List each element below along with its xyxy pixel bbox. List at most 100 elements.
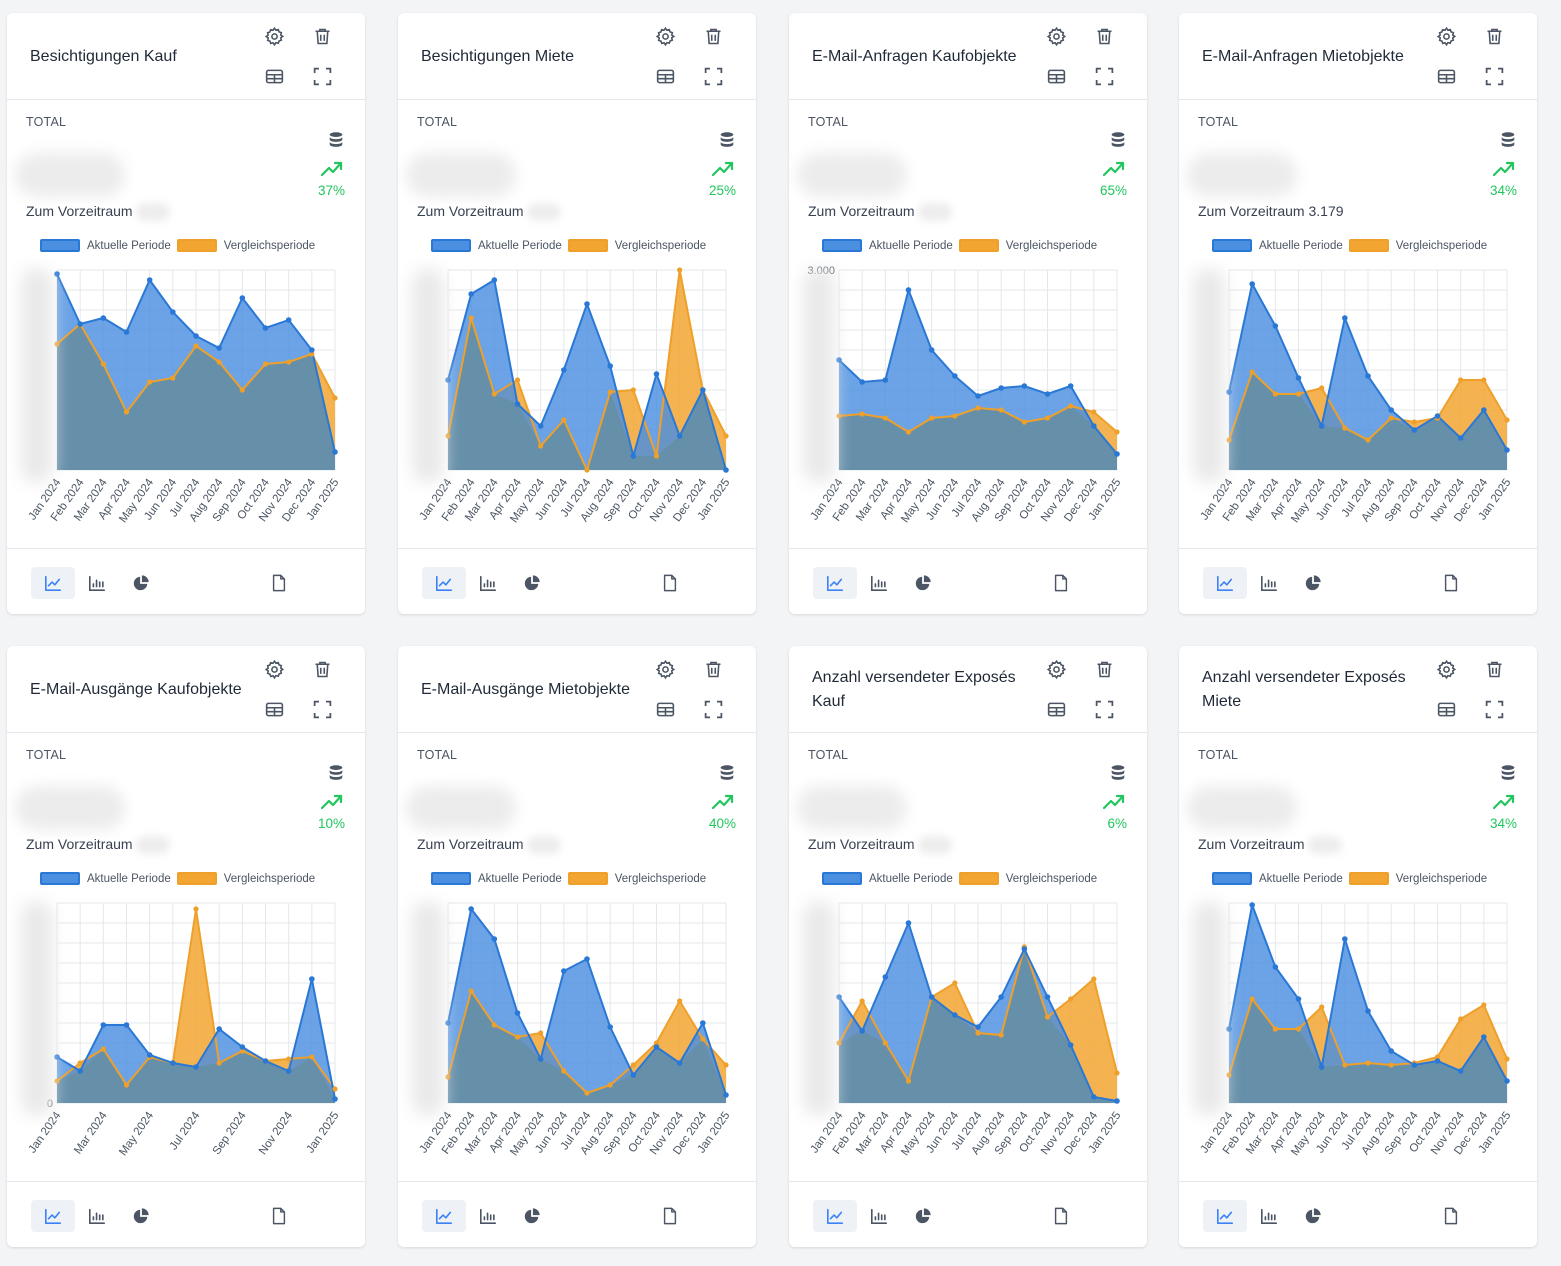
bar-chart-button[interactable] <box>1247 567 1291 599</box>
current-point[interactable] <box>77 321 83 327</box>
compare-point[interactable] <box>54 1078 60 1084</box>
legend-compare[interactable]: Vergleichsperiode <box>958 239 1097 252</box>
compare-point[interactable] <box>309 351 315 357</box>
settings-button[interactable] <box>1043 656 1069 682</box>
current-point[interactable] <box>882 377 889 383</box>
compare-point[interactable] <box>468 315 474 321</box>
compare-point[interactable] <box>677 267 683 273</box>
settings-button[interactable] <box>1433 656 1459 682</box>
current-point[interactable] <box>193 333 199 339</box>
current-point[interactable] <box>928 347 935 353</box>
fullscreen-button[interactable] <box>309 696 335 722</box>
current-point[interactable] <box>1411 1062 1418 1068</box>
compare-point[interactable] <box>905 1078 912 1084</box>
export-button[interactable] <box>257 1200 301 1232</box>
current-point[interactable] <box>1318 423 1325 429</box>
compare-point[interactable] <box>1295 1026 1302 1032</box>
current-point[interactable] <box>216 1026 222 1032</box>
current-point[interactable] <box>676 1060 683 1066</box>
bar-chart-button[interactable] <box>857 567 901 599</box>
pie-chart-button[interactable] <box>901 1200 945 1232</box>
compare-point[interactable] <box>1504 1056 1510 1062</box>
export-button[interactable] <box>648 567 692 599</box>
delete-button[interactable] <box>1091 656 1117 682</box>
current-point[interactable] <box>1272 964 1279 970</box>
current-point[interactable] <box>1504 447 1510 453</box>
fullscreen-button[interactable] <box>1481 696 1507 722</box>
current-point[interactable] <box>1091 423 1097 429</box>
compare-point[interactable] <box>445 1074 451 1080</box>
compare-point[interactable] <box>882 415 888 421</box>
legend-compare[interactable]: Vergleichsperiode <box>1348 872 1487 885</box>
current-point[interactable] <box>1249 281 1255 287</box>
current-point[interactable] <box>239 295 246 301</box>
current-point[interactable] <box>491 277 498 283</box>
line-chart-button[interactable] <box>31 1200 75 1232</box>
current-point[interactable] <box>309 976 315 982</box>
current-point[interactable] <box>723 1092 729 1098</box>
compare-point[interactable] <box>1342 425 1348 431</box>
current-point[interactable] <box>54 271 60 277</box>
current-point[interactable] <box>630 453 637 459</box>
current-point[interactable] <box>514 401 521 407</box>
compare-point[interactable] <box>836 413 842 419</box>
fullscreen-button[interactable] <box>309 63 335 89</box>
compare-point[interactable] <box>123 409 130 415</box>
compare-point[interactable] <box>491 391 497 397</box>
compare-point[interactable] <box>561 417 567 423</box>
legend-current[interactable]: Aktuelle Periode <box>40 872 171 885</box>
pie-chart-button[interactable] <box>510 567 554 599</box>
fullscreen-button[interactable] <box>700 696 726 722</box>
current-point[interactable] <box>1249 902 1255 908</box>
compare-point[interactable] <box>1295 391 1302 397</box>
current-point[interactable] <box>975 393 981 399</box>
compare-point[interactable] <box>1091 976 1097 982</box>
fullscreen-button[interactable] <box>700 63 726 89</box>
legend-current[interactable]: Aktuelle Periode <box>822 872 953 885</box>
current-point[interactable] <box>653 1044 660 1050</box>
current-point[interactable] <box>1091 1094 1097 1100</box>
compare-point[interactable] <box>332 1086 338 1092</box>
current-point[interactable] <box>859 1028 865 1034</box>
table-view-button[interactable] <box>1433 696 1459 722</box>
fullscreen-button[interactable] <box>1091 63 1117 89</box>
line-chart-button[interactable] <box>1203 567 1247 599</box>
current-point[interactable] <box>1067 1042 1074 1048</box>
current-point[interactable] <box>1457 435 1464 441</box>
current-point[interactable] <box>836 357 842 363</box>
compare-point[interactable] <box>262 361 269 367</box>
compare-point[interactable] <box>836 1040 842 1046</box>
settings-button[interactable] <box>1043 23 1069 49</box>
compare-point[interactable] <box>952 413 958 419</box>
legend-compare[interactable]: Vergleichsperiode <box>958 872 1097 885</box>
current-point[interactable] <box>998 994 1004 1000</box>
table-view-button[interactable] <box>652 696 678 722</box>
compare-point[interactable] <box>1226 1072 1232 1078</box>
current-point[interactable] <box>859 379 865 385</box>
compare-point[interactable] <box>975 405 981 411</box>
current-point[interactable] <box>216 345 222 351</box>
delete-button[interactable] <box>1481 23 1507 49</box>
compare-point[interactable] <box>239 1048 245 1054</box>
current-point[interactable] <box>514 1010 521 1016</box>
line-chart-button[interactable] <box>31 567 75 599</box>
current-point[interactable] <box>836 994 842 1000</box>
current-point[interactable] <box>723 467 729 473</box>
legend-compare[interactable]: Vergleichsperiode <box>176 872 315 885</box>
compare-point[interactable] <box>1481 377 1487 383</box>
current-point[interactable] <box>537 423 544 429</box>
current-point[interactable] <box>1044 391 1051 397</box>
compare-point[interactable] <box>193 906 199 912</box>
delete-button[interactable] <box>1091 23 1117 49</box>
compare-point[interactable] <box>100 1046 106 1052</box>
current-point[interactable] <box>1295 375 1302 381</box>
current-point[interactable] <box>332 449 338 455</box>
current-point[interactable] <box>193 1064 199 1070</box>
compare-point[interactable] <box>630 387 636 393</box>
compare-point[interactable] <box>193 343 199 349</box>
current-point[interactable] <box>1365 373 1371 379</box>
legend-current[interactable]: Aktuelle Periode <box>1212 872 1343 885</box>
current-point[interactable] <box>1481 1034 1487 1040</box>
current-point[interactable] <box>1318 1064 1325 1070</box>
line-chart-button[interactable] <box>422 567 466 599</box>
